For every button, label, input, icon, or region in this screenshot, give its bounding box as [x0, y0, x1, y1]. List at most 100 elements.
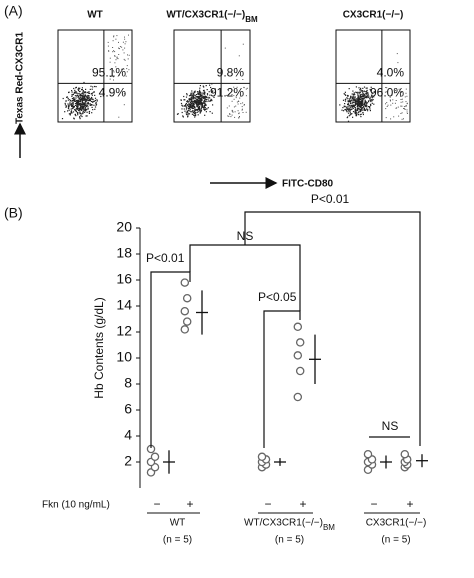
cell-dot: [397, 106, 399, 108]
cell-dot: [385, 87, 387, 88]
cell-dot: [96, 99, 98, 101]
cell-dot: [243, 104, 245, 105]
y-tick-label: 2: [124, 453, 132, 469]
cell-dot: [89, 104, 91, 106]
cell-dot: [81, 109, 83, 111]
cell-dot: [191, 96, 193, 98]
cell-dot: [86, 96, 88, 98]
cell-dot: [360, 105, 362, 107]
cell-dot: [81, 97, 83, 99]
cell-dot: [229, 113, 231, 115]
cell-dot: [93, 104, 95, 106]
cell-dot: [241, 109, 243, 111]
data-point: [180, 278, 190, 287]
cell-dot: [371, 97, 373, 99]
cell-dot: [191, 113, 193, 115]
cell-dot: [362, 92, 364, 94]
y-tick-label: 14: [116, 297, 132, 313]
cell-dot: [80, 98, 82, 100]
cell-dot: [196, 99, 198, 101]
cell-dot: [355, 115, 358, 117]
cell-dot: [79, 108, 81, 110]
cell-dot: [354, 104, 356, 106]
cell-dot: [116, 56, 118, 58]
cell-dot: [406, 113, 408, 114]
cell-dot: [357, 95, 359, 97]
cell-dot: [73, 92, 75, 94]
cell-dot: [74, 100, 76, 102]
cell-dot: [113, 71, 115, 73]
cell-dot: [401, 105, 403, 107]
cell-dot: [237, 103, 239, 105]
cell-dot: [79, 107, 81, 109]
cell-dot: [185, 108, 187, 110]
cell-dot: [200, 101, 202, 103]
cell-dot: [347, 112, 350, 114]
cell-dot: [82, 104, 84, 106]
cell-dot: [400, 113, 402, 114]
cell-dot: [89, 100, 91, 102]
cell-dot: [107, 45, 109, 47]
cell-dot: [87, 102, 89, 104]
cell-dot: [214, 88, 216, 90]
cell-dot: [77, 107, 79, 109]
cell-dot: [204, 114, 206, 116]
cell-dot: [385, 117, 387, 119]
cell-dot: [345, 108, 347, 110]
cell-dot: [195, 113, 197, 115]
cell-dot: [395, 89, 397, 91]
cell-dot: [75, 91, 77, 93]
cell-dot: [123, 52, 125, 54]
cell-dot: [405, 105, 407, 107]
cell-dot: [180, 99, 182, 101]
cell-dot: [226, 94, 228, 96]
cell-dot: [82, 102, 84, 104]
cell-dot: [86, 97, 89, 99]
cell-dot: [366, 108, 368, 110]
cell-dot: [79, 113, 81, 115]
cell-dot: [400, 95, 402, 97]
cell-dot: [190, 105, 192, 107]
cell-dot: [403, 118, 404, 120]
cell-dot: [86, 111, 88, 113]
cell-dot: [236, 101, 238, 103]
cell-dot: [349, 103, 352, 105]
cell-dot: [366, 96, 368, 98]
cell-dot: [366, 102, 368, 104]
cell-dot: [194, 112, 196, 114]
cell-dot: [242, 112, 244, 113]
cell-dot: [189, 100, 191, 102]
cell-dot: [241, 108, 243, 110]
cell-dot: [201, 105, 203, 108]
cell-dot: [194, 101, 196, 103]
cell-dot: [353, 98, 355, 100]
cell-dot: [193, 91, 195, 93]
cell-dot: [200, 95, 202, 97]
cell-dot: [186, 94, 188, 96]
cell-dot: [192, 106, 194, 108]
cell-dot: [405, 92, 407, 94]
cell-dot: [229, 114, 231, 115]
cell-dot: [363, 108, 365, 110]
cell-dot: [358, 107, 360, 109]
cell-dot: [194, 99, 196, 101]
cell-dot: [118, 54, 120, 55]
cell-dot: [211, 112, 213, 114]
cell-dot: [89, 97, 91, 99]
cell-dot: [361, 101, 363, 103]
cell-dot: [366, 97, 368, 99]
cell-dot: [67, 99, 69, 101]
cell-dot: [361, 91, 364, 93]
cell-dot: [403, 106, 405, 108]
cell-dot: [195, 102, 197, 104]
cell-dot: [70, 110, 73, 112]
cell-dot: [190, 98, 193, 100]
data-point: [257, 452, 267, 462]
cell-dot: [75, 87, 77, 89]
cell-dot: [80, 94, 82, 96]
cell-dot: [113, 36, 115, 38]
cell-dot: [91, 97, 93, 99]
cell-dot: [389, 96, 391, 98]
cell-dot: [95, 104, 97, 106]
cell-dot: [95, 102, 97, 105]
